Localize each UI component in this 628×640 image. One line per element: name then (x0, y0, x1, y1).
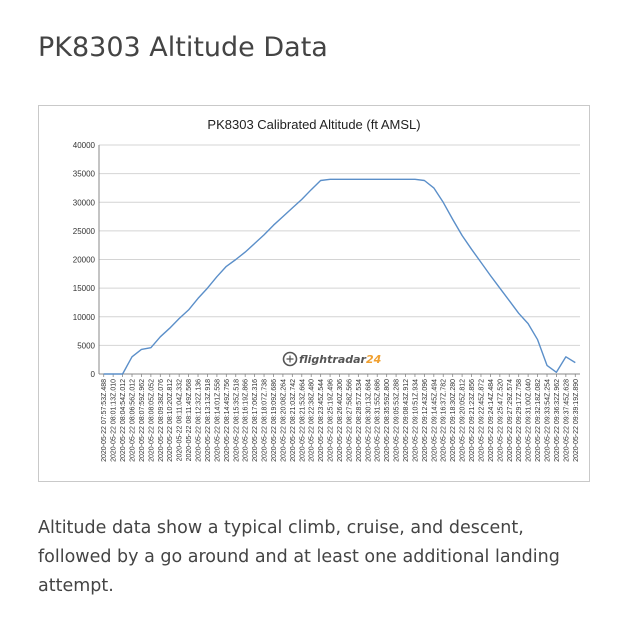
x-tick-label: 2020-05-22 09:24:14Z.484 (488, 379, 495, 462)
x-tick-label: 2020-05-22 08:07:59Z.962 (139, 379, 146, 462)
x-tick-label: 2020-05-22 08:21:03Z.742 (290, 379, 297, 462)
y-tick-label: 35000 (73, 170, 96, 179)
x-tick-label: 2020-05-22 09:10:51Z.934 (412, 379, 419, 462)
x-tick-label: 2020-05-22 08:35:59Z.800 (384, 379, 391, 462)
x-tick-label: 2020-05-22 09:39:19Z.890 (573, 379, 580, 462)
x-tick-label: 2020-05-22 08:08:05Z.052 (148, 379, 155, 462)
svg-text:flightradar24: flightradar24 (299, 353, 381, 366)
chart-title: PK8303 Calibrated Altitude (ft AMSL) (207, 117, 420, 132)
altitude-chart: PK8303 Calibrated Altitude (ft AMSL) 0 50… (73, 117, 580, 462)
altitude-series-line (103, 178, 576, 375)
x-tick-label: 2020-05-22 08:17:06Z.316 (252, 379, 259, 462)
x-tick-label: 2020-05-22 08:25:19Z.496 (328, 379, 335, 462)
x-tick-label: 2020-05-22 08:16:19Z.866 (243, 379, 250, 462)
x-tick-label: 2020-05-22 08:11:49Z.568 (186, 379, 193, 461)
x-tick-label: 2020-05-22 08:12:32Z.136 (196, 379, 203, 462)
x-tick-label: 2020-05-22 09:16:37Z.782 (441, 379, 448, 462)
x-tick-label: 2020-05-22 08:13:13Z.918 (205, 379, 212, 462)
y-tick-label: 5000 (77, 341, 95, 350)
flightradar-watermark: flightradar24 (282, 351, 381, 367)
x-tick-label: 2020-05-22 09:33:54Z.254 (544, 379, 551, 462)
x-tick-label: 2020-05-22 08:22:38Z.480 (309, 379, 316, 462)
x-tick-label: 2020-05-22 08:18:07Z.738 (262, 379, 269, 462)
x-tick-label: 2020-05-22 09:25:47Z.520 (497, 379, 504, 462)
x-tick-label: 2020-05-22 09:14:45Z.494 (431, 379, 438, 462)
chart-series (103, 178, 576, 375)
y-tick-label: 15000 (73, 284, 96, 293)
x-axis-tick-labels: 2020-05-22 07:57:53Z.488 2020-05-22 08:01… (101, 379, 580, 462)
x-tick-label: 2020-05-22 08:04:54Z.012 (120, 379, 127, 462)
y-tick-label: 30000 (73, 198, 96, 207)
x-tick-label: 2020-05-22 08:19:09Z.686 (271, 379, 278, 462)
watermark-number: 24 (366, 353, 381, 366)
x-tick-label: 2020-05-22 09:27:29Z.574 (507, 379, 514, 462)
x-tick-label: 2020-05-22 08:09:38Z.076 (158, 379, 165, 462)
x-tick-label: 2020-05-22 09:05:53Z.288 (394, 379, 401, 462)
x-tick-label: 2020-05-22 09:36:32Z.962 (554, 379, 561, 462)
x-tick-label: 2020-05-22 08:31:55Z.686 (375, 379, 382, 462)
x-tick-label: 2020-05-22 09:31:00Z.040 (526, 379, 533, 462)
caption-text: Altitude data show a typical climb, crui… (38, 518, 560, 596)
y-tick-label: 10000 (73, 313, 96, 322)
watermark-text: flightradar (299, 353, 367, 366)
x-tick-label: 2020-05-22 08:14:49Z.756 (224, 379, 231, 462)
x-tick-label: 2020-05-22 08:23:45Z.544 (318, 379, 325, 462)
page-title: PK8303 Altitude Data (38, 32, 328, 63)
x-tick-label: 2020-05-22 08:28:57Z.534 (356, 379, 363, 462)
x-tick-label: 2020-05-22 08:26:40Z.306 (337, 379, 344, 462)
x-tick-label: 2020-05-22 08:20:08Z.264 (280, 379, 287, 462)
x-tick-label: 2020-05-22 08:30:13Z.684 (365, 379, 372, 462)
x-tick-label: 2020-05-22 09:12:43Z.096 (422, 379, 429, 462)
x-tick-label: 2020-05-22 09:20:05Z.812 (460, 379, 467, 462)
y-tick-label: 0 (91, 370, 96, 379)
x-tick-label: 2020-05-22 09:32:18Z.082 (535, 379, 542, 462)
x-tick-label: 2020-05-22 08:10:20Z.812 (167, 379, 174, 462)
x-tick-label: 2020-05-22 09:21:23Z.856 (469, 379, 476, 462)
x-tick-label: 2020-05-22 08:27:58Z.566 (346, 379, 353, 462)
y-tick-label: 20000 (73, 256, 96, 265)
x-tick-label: 2020-05-22 09:08:43Z.912 (403, 379, 410, 462)
flightradar-plane-icon (282, 351, 298, 367)
x-tick-label: 2020-05-22 09:18:30Z.280 (450, 379, 457, 462)
chart-container: PK8303 Calibrated Altitude (ft AMSL) 0 50… (38, 105, 590, 482)
x-tick-label: 2020-05-22 08:14:01Z.558 (214, 379, 221, 462)
x-tick-label: 2020-05-22 07:57:53Z.488 (101, 379, 108, 462)
x-tick-label: 2020-05-22 08:06:56Z.012 (130, 379, 137, 462)
chart-gridlines (99, 144, 580, 346)
x-tick-label: 2020-05-22 09:29:17Z.758 (516, 379, 523, 462)
chart-axes (98, 145, 580, 377)
x-tick-label: 2020-05-22 08:15:35Z.518 (233, 379, 240, 462)
y-tick-label: 40000 (73, 141, 96, 150)
x-tick-label: 2020-05-22 08:01:13Z.010 (111, 379, 118, 462)
x-tick-label: 2020-05-22 08:11:04Z.332 (177, 379, 184, 461)
y-tick-label: 25000 (73, 227, 96, 236)
x-tick-label: 2020-05-22 08:21:53Z.664 (299, 379, 306, 462)
x-tick-label: 2020-05-22 09:37:45Z.628 (563, 379, 570, 462)
y-axis-tick-labels: 0 5000 10000 15000 20000 25000 30000 35000 40000 (73, 141, 96, 379)
x-tick-label: 2020-05-22 09:22:45Z.872 (478, 379, 485, 462)
